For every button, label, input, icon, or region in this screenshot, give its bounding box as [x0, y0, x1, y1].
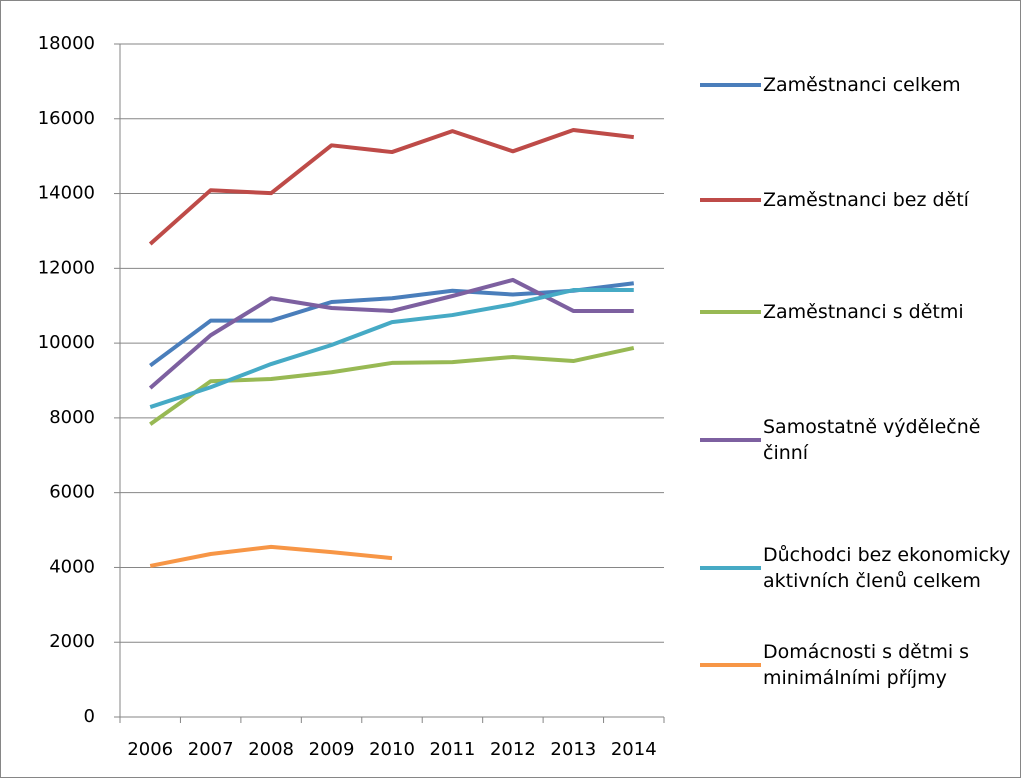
series-line [148, 127, 635, 246]
x-tick-label: 2014 [611, 739, 657, 760]
y-tick-label: 18000 [38, 33, 95, 54]
y-tick-label: 4000 [49, 556, 95, 577]
y-tick-label: 12000 [38, 257, 95, 278]
legend-label: Samostatně výdělečně činní [763, 416, 981, 464]
series-line [149, 288, 634, 409]
x-tick-label: 2007 [188, 739, 234, 760]
y-tick-label: 2000 [49, 631, 95, 652]
legend-label: Zaměstnanci s dětmi [763, 301, 964, 323]
series-line [148, 277, 634, 390]
legend-label: Zaměstnanci celkem [763, 74, 961, 96]
x-tick-label: 2013 [550, 739, 596, 760]
x-tick-label: 2009 [309, 739, 355, 760]
y-tick-label: 0 [84, 706, 95, 727]
x-tick-label: 2011 [430, 739, 476, 760]
y-tick-label: 16000 [38, 108, 95, 129]
legend-label: Důchodci bez ekonomicky aktivních členů … [763, 544, 1011, 592]
legend-label: Zaměstnanci bez dětí [763, 189, 969, 211]
series-line [149, 544, 393, 568]
legend-label: Domácnosti s dětmi s minimálními příjmy [763, 641, 970, 689]
y-tick-label: 6000 [49, 482, 95, 503]
y-tick-label: 14000 [38, 183, 95, 204]
x-tick-label: 2010 [369, 739, 415, 760]
x-tick-label: 2012 [490, 739, 536, 760]
x-tick-label: 2006 [127, 739, 173, 760]
y-tick-label: 10000 [38, 332, 95, 353]
y-tick-label: 8000 [49, 407, 95, 428]
x-tick-label: 2008 [248, 739, 294, 760]
